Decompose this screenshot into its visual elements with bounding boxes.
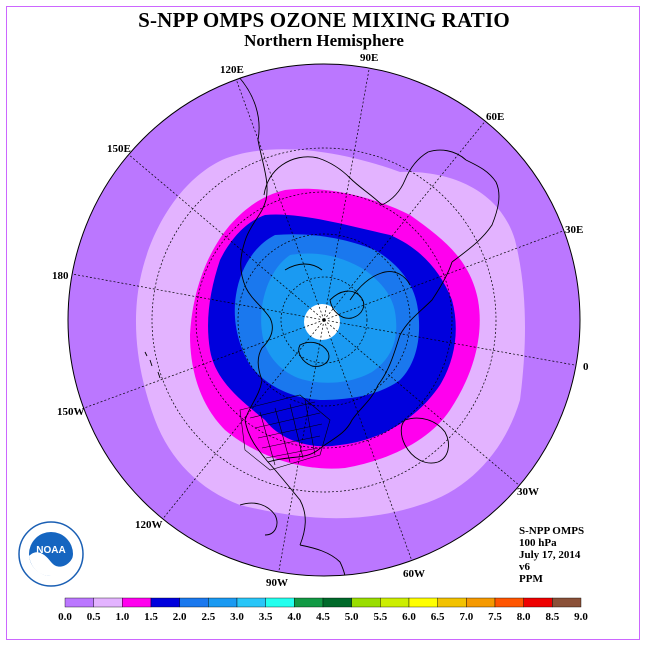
- colorbar-tick-label: 2.0: [173, 611, 187, 623]
- colorbar-tick-label: 0.0: [58, 611, 72, 623]
- info-instrument: S-NPP OMPS: [519, 525, 585, 537]
- colorbar-tick-label: 1.5: [144, 611, 158, 623]
- lon-label-120e: 120E: [220, 64, 244, 76]
- map-boundary: [67, 63, 581, 577]
- colorbar-cell: [322, 597, 352, 608]
- colorbar-tick-label: 2.5: [201, 611, 215, 623]
- colorbar-tick-label: 6.5: [431, 611, 445, 623]
- lon-label-30e: 30E: [565, 224, 583, 236]
- colorbar-tick-label: 4.5: [316, 611, 330, 623]
- colorbar-tick-label: 5.5: [373, 611, 387, 623]
- lon-label-180: 180: [52, 270, 69, 282]
- colorbar-cell: [494, 597, 524, 608]
- colorbar-cell: [294, 597, 324, 608]
- colorbar-cell: [552, 597, 582, 608]
- colorbar-tick-label: 3.5: [259, 611, 273, 623]
- colorbar-cell: [408, 597, 438, 608]
- lon-label-60e: 60E: [486, 111, 504, 123]
- colorbar-tick-label: 3.0: [230, 611, 244, 623]
- colorbar-cell: [64, 597, 94, 608]
- colorbar-tick-label: 1.0: [115, 611, 129, 623]
- lon-label-60w: 60W: [403, 568, 425, 580]
- colorbar-tick-label: 8.0: [517, 611, 531, 623]
- colorbar-tick-label: 0.5: [87, 611, 101, 623]
- colorbar-cells: [64, 597, 582, 608]
- colorbar-cell: [265, 597, 295, 608]
- colorbar-cell: [380, 597, 410, 608]
- map-subtitle: Northern Hemisphere: [244, 31, 404, 50]
- graticule: [71, 64, 580, 576]
- colorbar-cell: [150, 597, 180, 608]
- colorbar-cell: [208, 597, 238, 608]
- coastlines: [144, 75, 500, 576]
- colorbar-tick-label: 8.5: [545, 611, 559, 623]
- plot-frame: [6, 6, 640, 640]
- lon-label-120w: 120W: [135, 519, 163, 531]
- colorbar-tick-label: 5.0: [345, 611, 359, 623]
- ozone-field: [68, 64, 580, 576]
- colorbar-cell: [179, 597, 209, 608]
- info-version: v6: [519, 561, 530, 573]
- colorbar-tick-label: 6.0: [402, 611, 416, 623]
- colorbar-tick-label: 7.0: [459, 611, 473, 623]
- us-states-grid: [239, 394, 331, 471]
- lon-label-90e: 90E: [360, 52, 378, 64]
- polar-map: 90E 60E 30E 0 30W 60W 90W 120W 150W 180 …: [52, 52, 589, 589]
- colorbar-cell: [122, 597, 152, 608]
- lon-label-30w: 30W: [517, 486, 539, 498]
- lon-label-90w: 90W: [266, 577, 288, 589]
- colorbar-labels: 0.0 0.5 1.0 1.5 2.0 2.5 3.0 3.5 4.0 4.5 5.0 5.5 6.0 6…: [58, 611, 588, 623]
- colorbar-cell: [93, 597, 123, 608]
- info-units: PPM: [519, 573, 543, 585]
- colorbar-tick-label: 7.5: [488, 611, 502, 623]
- lon-label-150w: 150W: [57, 406, 85, 418]
- colorbar-cell: [351, 597, 381, 608]
- colorbar-tick-label: 9.0: [574, 611, 588, 623]
- polar-data-gap: [304, 304, 340, 340]
- info-block: S-NPP OMPS 100 hPa July 17, 2014 v6 PPM: [519, 525, 584, 585]
- info-date: July 17, 2014: [519, 549, 581, 561]
- info-level: 100 hPa: [519, 537, 557, 549]
- noaa-logo-text: NOAA: [36, 545, 65, 556]
- noaa-logo: NOAA: [18, 521, 84, 587]
- lon-label-150e: 150E: [107, 143, 131, 155]
- colorbar-cell: [437, 597, 467, 608]
- colorbar-tick-label: 4.0: [287, 611, 301, 623]
- colorbar-cell: [523, 597, 553, 608]
- map-title: S-NPP OMPS OZONE MIXING RATIO: [138, 8, 510, 32]
- colorbar-cell: [236, 597, 266, 608]
- colorbar: 0.0 0.5 1.0 1.5 2.0 2.5 3.0 3.5 4.0 4.5 5.0 5.5 6.0 6…: [58, 597, 588, 623]
- lon-label-0: 0: [583, 361, 589, 373]
- colorbar-cell: [466, 597, 496, 608]
